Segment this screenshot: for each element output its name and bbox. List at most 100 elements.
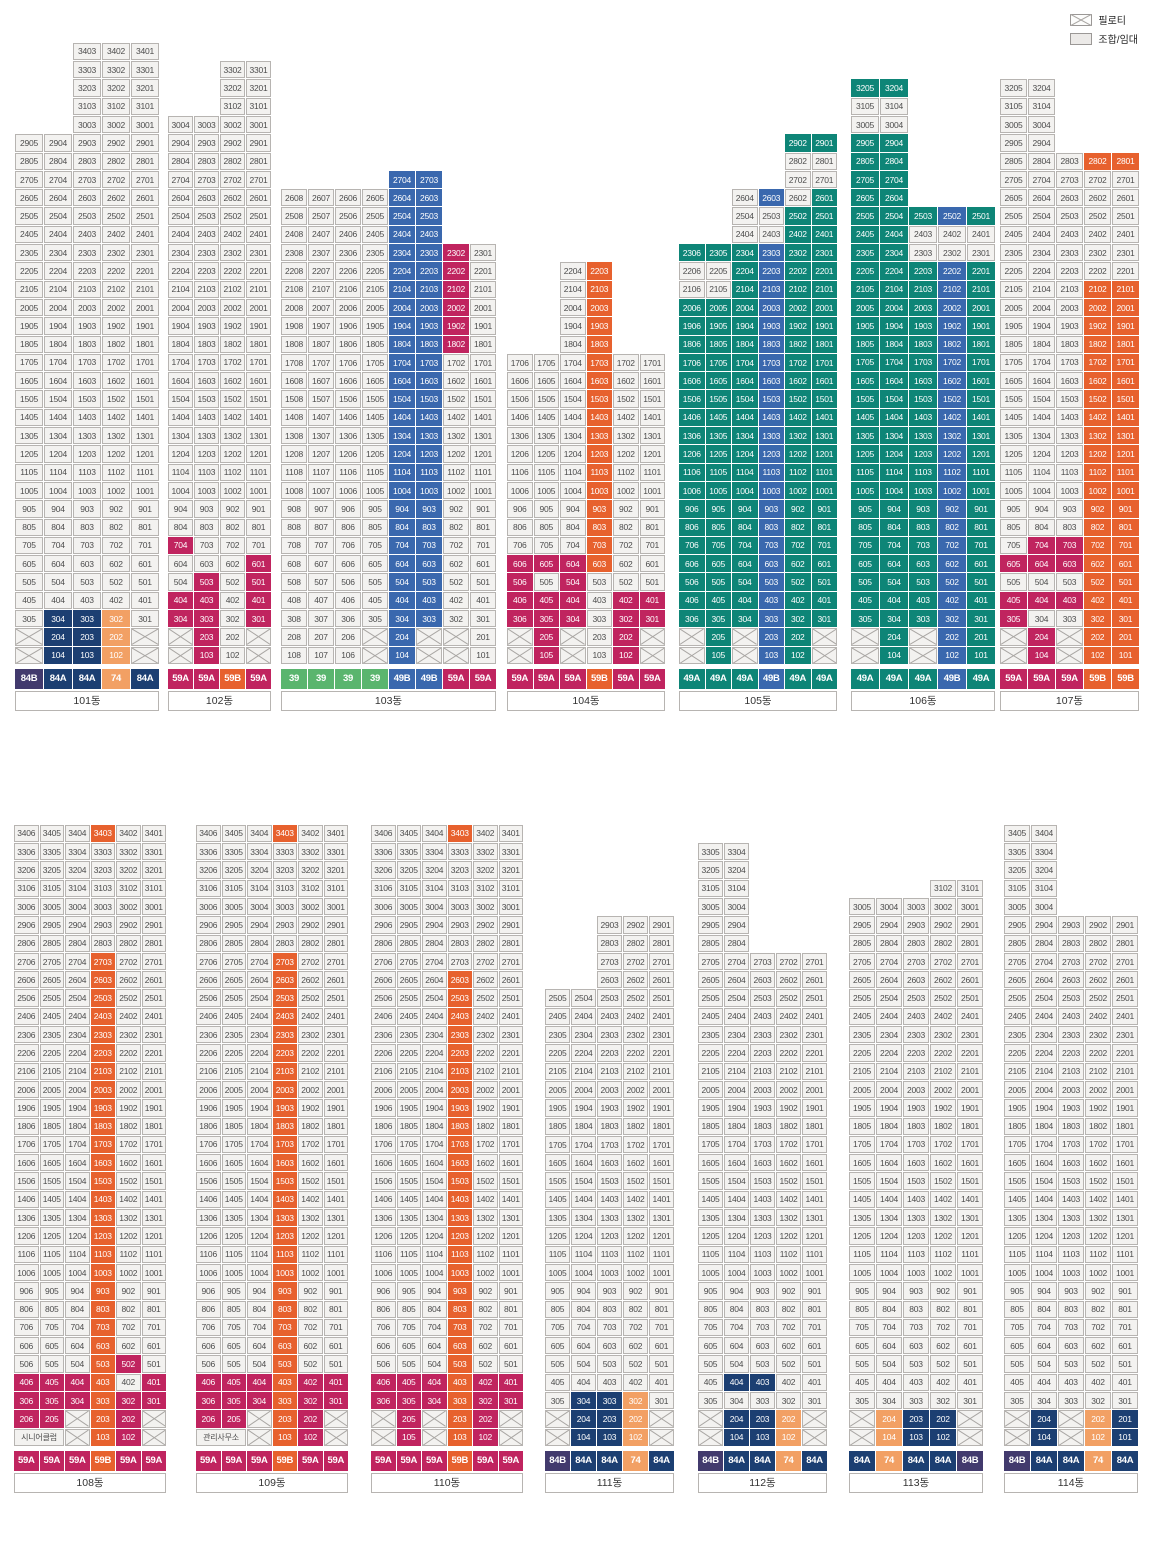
unit-cell: 1703 <box>416 353 442 372</box>
unit-cell: 1603 <box>597 1154 622 1172</box>
unit-cell: 2208 <box>281 262 307 280</box>
unit-cell: 2204 <box>422 1044 447 1062</box>
unit-cell: 1202 <box>102 445 130 463</box>
unit-cell: 2803 <box>1058 934 1084 952</box>
unit-cell: 2702 <box>930 952 956 971</box>
unit-cell: 503 <box>909 573 937 591</box>
unit-cell: 1202 <box>443 445 469 463</box>
unit-cell: 2706 <box>196 952 221 971</box>
unit-cell: 104 <box>44 646 72 664</box>
unit-cell: 2202 <box>1085 1044 1111 1062</box>
unit-cell: 2607 <box>308 189 334 207</box>
unit-cell: 1404 <box>724 1190 749 1209</box>
unit-cell: 1205 <box>705 445 731 463</box>
unit-cell: 306 <box>679 610 705 628</box>
unit-cell: 1604 <box>168 372 193 390</box>
unit-cell: 2101 <box>470 280 496 298</box>
unit-cell: 2304 <box>876 1026 902 1044</box>
unit-cell: 702 <box>116 1318 141 1337</box>
unit-cell: 2602 <box>102 189 130 207</box>
unit-cell: 901 <box>639 500 665 518</box>
unit-cell: 1403 <box>272 1190 297 1209</box>
unit-cell: 2102 <box>623 1062 648 1080</box>
unit-cell: 2502 <box>623 989 648 1007</box>
unit-cell: 3303 <box>90 843 115 861</box>
unit-cell: 2904 <box>724 916 749 934</box>
unit-cell: 1503 <box>1058 1172 1084 1190</box>
unit-cell: 2603 <box>73 189 101 207</box>
unit-cell: 1505 <box>1000 390 1027 408</box>
unit-cell: 2703 <box>903 952 929 971</box>
unit-cell: 2603 <box>903 971 929 989</box>
unit-cell: 605 <box>1004 1337 1030 1355</box>
unit-cell: 805 <box>1004 1300 1030 1318</box>
unit-cell: 1003 <box>447 1263 472 1282</box>
unit-cell: 1501 <box>470 390 496 408</box>
unit-cell: 804 <box>168 518 193 536</box>
unit-cell: 605 <box>362 555 388 573</box>
unit-cell: 103 <box>90 1428 115 1446</box>
type-badge: 59B <box>90 1450 115 1471</box>
unit-cell: 2505 <box>851 207 879 225</box>
unit-cell: 301 <box>1112 610 1139 628</box>
unit-cell: 304 <box>65 1392 90 1410</box>
unit-cell: 2305 <box>39 1026 64 1044</box>
unit-cell: 1308 <box>281 427 307 445</box>
unit-cell: 2002 <box>1085 1080 1111 1099</box>
unit-cell: 1203 <box>750 1227 775 1245</box>
unit-cell: 2003 <box>1058 1080 1084 1099</box>
unit-cell: 1304 <box>247 1209 272 1227</box>
unit-cell: 2206 <box>196 1044 221 1062</box>
unit-cell: 501 <box>649 1355 674 1373</box>
unit-cell: 1105 <box>396 1245 421 1263</box>
unit-cell: 906 <box>507 500 533 518</box>
unit-cell: 1408 <box>281 408 307 427</box>
unit-cell: 1306 <box>679 427 705 445</box>
unit-cell: 1202 <box>930 1227 956 1245</box>
unit-cell: 3104 <box>724 879 749 897</box>
unit-cell: 905 <box>705 500 731 518</box>
unit-cell: 1902 <box>298 1099 323 1117</box>
unit-cell: 1406 <box>507 408 533 427</box>
unit-cell: 305 <box>221 1392 246 1410</box>
unit-cell: 903 <box>73 500 101 518</box>
unit-cell: 1403 <box>597 1190 622 1209</box>
unit-cell: 1502 <box>613 390 639 408</box>
unit-cell: 3301 <box>498 843 523 861</box>
unit-cell: 804 <box>732 518 758 536</box>
unit-cell: 1103 <box>73 463 101 481</box>
unit-cell: 2101 <box>811 280 837 298</box>
unit-cell: 301 <box>967 610 995 628</box>
unit-cell: 805 <box>849 1300 875 1318</box>
unit-cell: 2904 <box>44 134 72 152</box>
piloti-cell <box>802 1410 827 1428</box>
type-badge: 84A <box>44 668 72 689</box>
unit-cell: 2604 <box>65 971 90 989</box>
unit-cell: 1801 <box>649 1117 674 1135</box>
unit-cell: 2304 <box>168 244 193 262</box>
unit-cell: 1805 <box>221 1117 246 1135</box>
unit-cell: 1702 <box>623 1135 648 1154</box>
unit-cell: 2705 <box>698 952 723 971</box>
unit-cell: 2503 <box>750 989 775 1007</box>
type-badge: 59A <box>560 668 586 689</box>
unit-cell: 1906 <box>196 1099 221 1117</box>
unit-cell: 1302 <box>102 427 130 445</box>
unit-cell: 702 <box>298 1318 323 1337</box>
unit-cell: 1801 <box>131 335 159 353</box>
unit-cell: 1702 <box>1084 353 1111 372</box>
unit-cell: 1105 <box>15 463 43 481</box>
unit-cell: 1402 <box>930 1190 956 1209</box>
unit-cell: 1201 <box>323 1227 348 1245</box>
unit-cell: 1005 <box>15 481 43 500</box>
unit-cell: 701 <box>141 1318 166 1337</box>
unit-cell: 306 <box>196 1392 221 1410</box>
unit-cell: 703 <box>586 536 612 555</box>
unit-cell: 905 <box>362 500 388 518</box>
unit-cell: 805 <box>698 1300 723 1318</box>
unit-cell: 2101 <box>1112 1062 1138 1080</box>
unit-cell: 904 <box>724 1282 749 1300</box>
unit-cell: 905 <box>39 1282 64 1300</box>
unit-cell: 1003 <box>758 481 784 500</box>
unit-cell: 2205 <box>545 1044 570 1062</box>
